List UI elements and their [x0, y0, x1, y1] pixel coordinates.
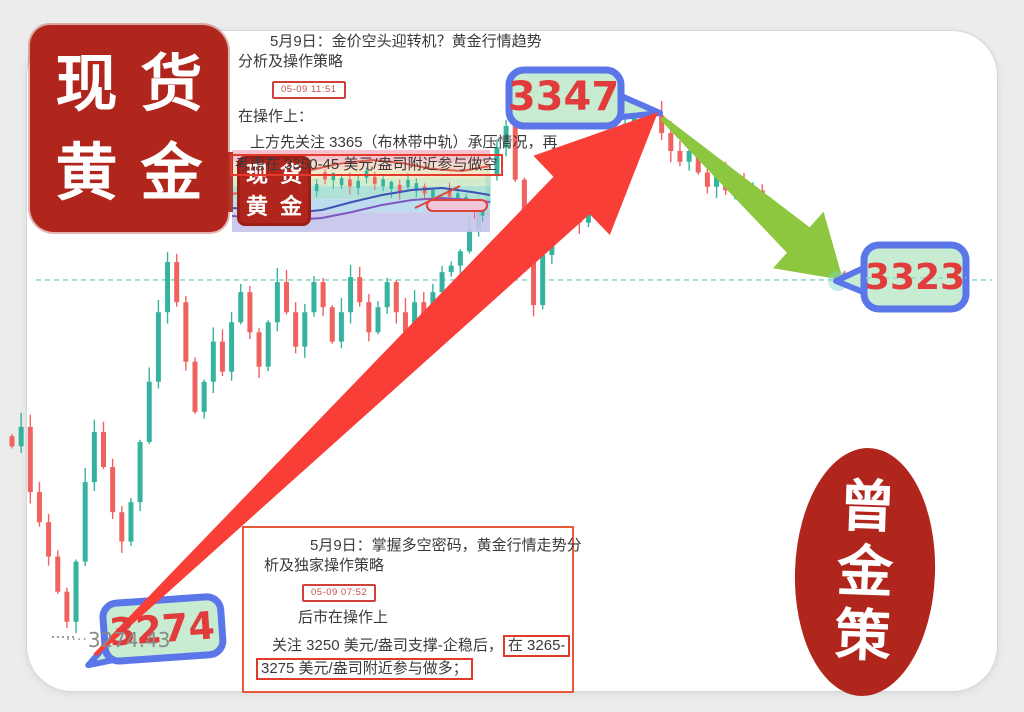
thumbnail-annotation-pill: [426, 199, 488, 212]
post-body-line1: 上方先关注 3365（布林带中轨）承压情况，再: [250, 134, 558, 151]
current-price-label: 3323: [864, 256, 966, 298]
stamp-char: 策: [833, 602, 892, 671]
post-title-line1: 5月9日：金价空头迎转机？黄金行情趋势: [270, 33, 542, 50]
short-entry-highlight: 考虑在 3350-45 美元/盎司附近参与做空: [230, 154, 503, 176]
thumbnail-stamp-spot-gold: 现货黄金: [237, 156, 311, 226]
stamp-char: 曾: [838, 473, 897, 542]
stamp-char: 现: [245, 162, 268, 188]
post-timestamp-badge: 05-09 11:51: [272, 81, 346, 99]
long-entry-highlight-1: 在 3265-: [502, 635, 571, 657]
high-price-label: 3347: [507, 74, 620, 120]
leader-dots: ····: [66, 632, 88, 648]
post-title-line2: 析及独家操作策略: [264, 557, 385, 574]
stamp-char: 金: [835, 537, 895, 606]
session-low-print: ····3274.43: [66, 628, 171, 652]
seal-stamp-spot-gold: 现货黄金: [30, 25, 228, 232]
thumbnail-trend-line: [414, 185, 461, 209]
post-intro: 后市在操作上: [298, 609, 389, 626]
stamp-char: 金: [140, 136, 203, 210]
post-body-line1: 关注 3250 美元/盎司支撑-企稳后，在 3265-: [272, 635, 571, 657]
post-timestamp-badge: 05-09 07:52: [302, 584, 377, 602]
strategy-post-box: 5月9日：掌握多空密码，黄金行情走势分 析及独家操作策略 05-09 07:52…: [242, 526, 582, 693]
stamp-char: 金: [279, 194, 302, 220]
morning-analysis-post: 5月9日：金价空头迎转机？黄金行情趋势 分析及操作策略 05-09 11:51 …: [230, 32, 558, 176]
post-body-line2: 3275 美元/盎司附近参与做多；: [256, 658, 562, 680]
thumbnail-red-bar: [228, 152, 233, 212]
stamp-char: 现: [55, 46, 118, 120]
long-entry-highlight-2: 3275 美元/盎司附近参与做多；: [256, 658, 473, 680]
post-title-line1: 5月9日：掌握多空密码，黄金行情走势分: [310, 537, 582, 554]
post-intro: 在操作上：: [238, 108, 314, 125]
stamp-char: 黄: [245, 194, 268, 220]
stamp-char: 黄: [55, 136, 118, 210]
post-body-line2: 考虑在 3350-45 美元/盎司附近参与做空: [230, 154, 558, 176]
stamp-char: 货: [279, 162, 302, 188]
stamp-char: 货: [140, 46, 203, 120]
post-title-line2: 分析及操作策略: [238, 53, 344, 70]
